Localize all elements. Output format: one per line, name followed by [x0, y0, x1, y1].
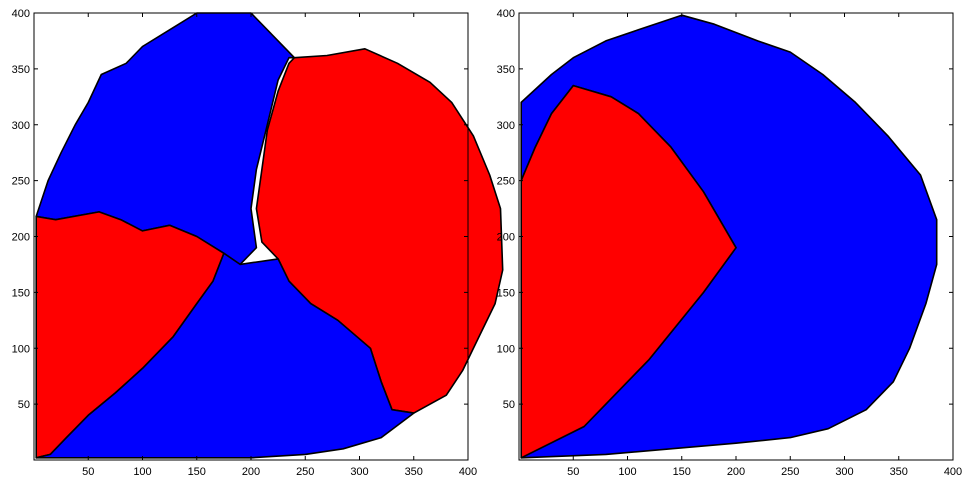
y-tick-label: 200 [12, 232, 30, 244]
y-tick-label: 350 [497, 64, 515, 76]
x-tick-label: 50 [82, 466, 94, 478]
x-tick-label: 300 [350, 466, 368, 478]
y-tick-label: 50 [503, 399, 515, 411]
y-tick-label: 100 [497, 343, 515, 355]
x-tick-label: 100 [618, 466, 636, 478]
x-tick-label: 350 [405, 466, 423, 478]
y-tick-label: 250 [12, 176, 30, 188]
chart-panel-left: 50 100 150 200 250 300 350 400 50 100 150 200 250 300… [12, 8, 504, 478]
y-tick-label: 350 [12, 64, 30, 76]
region-3-blue [35, 252, 415, 459]
y-tick-label: 150 [12, 287, 30, 299]
y-tick-label: 400 [497, 8, 515, 20]
y-tick-label: 400 [12, 8, 30, 20]
y-tick-label: 300 [12, 120, 30, 132]
x-tick-label: 50 [567, 466, 579, 478]
x-tick-label: 300 [835, 466, 853, 478]
y-tick-label: 150 [497, 287, 515, 299]
region-1-red [520, 84, 737, 459]
y-tick-label: 100 [12, 343, 30, 355]
x-tick-label: 150 [673, 466, 691, 478]
x-tick-label: 150 [188, 466, 206, 478]
x-tick-label: 200 [242, 466, 260, 478]
y-tick-label: 250 [497, 176, 515, 188]
y-tick-label: 300 [497, 120, 515, 132]
x-tick-label: 250 [296, 466, 314, 478]
x-tick-label: 400 [459, 466, 477, 478]
x-tick-label: 350 [890, 466, 908, 478]
y-tick-label: 50 [18, 399, 30, 411]
x-tick-label: 200 [727, 466, 745, 478]
chart-panel-right: 50 100 150 200 250 300 350 400 50 100 150 200 250 300… [497, 8, 963, 478]
x-tick-label: 400 [944, 466, 962, 478]
x-tick-label: 250 [781, 466, 799, 478]
x-tick-label: 100 [133, 466, 151, 478]
y-tick-label: 200 [497, 232, 515, 244]
